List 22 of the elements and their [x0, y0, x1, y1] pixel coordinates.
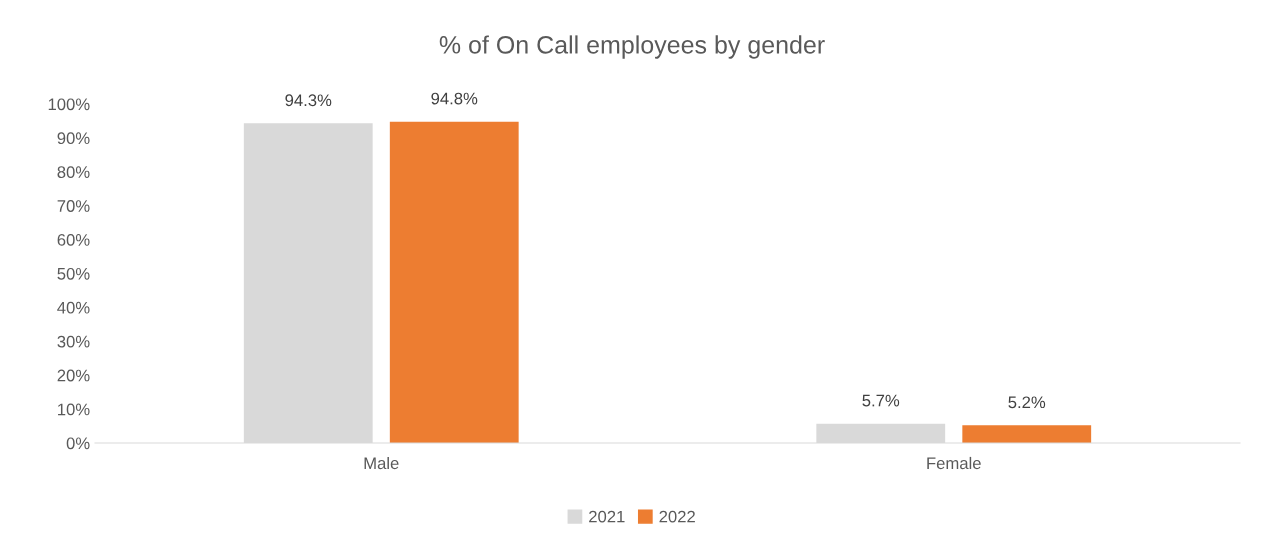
chart-title: % of On Call employees by gender	[439, 35, 825, 59]
data-label: 94.8%	[431, 92, 478, 105]
y-tick-label: 30%	[57, 335, 90, 348]
y-tick-label: 100%	[48, 98, 90, 111]
y-tick-label: 10%	[58, 403, 90, 416]
bar	[962, 425, 1092, 443]
y-tick-label: 0%	[66, 437, 90, 450]
y-tick-label: 40%	[57, 301, 90, 314]
y-tick-label: 80%	[57, 166, 90, 178]
data-label: 5.7%	[862, 394, 900, 407]
bar	[389, 121, 519, 443]
y-tick-label: 60%	[57, 234, 90, 246]
y-tick-label: 90%	[57, 132, 90, 145]
data-label: 5.2%	[1008, 396, 1046, 409]
legend-label: 2021	[589, 510, 625, 523]
y-tick-label: 50%	[57, 267, 90, 280]
y-tick-label: 20%	[57, 369, 90, 382]
data-label: 94.3%	[285, 94, 332, 107]
x-tick-label: Male	[364, 456, 399, 470]
x-tick-label: Female	[927, 456, 981, 470]
legend-label: 2022	[659, 510, 695, 523]
y-tick-label: 70%	[57, 200, 90, 212]
